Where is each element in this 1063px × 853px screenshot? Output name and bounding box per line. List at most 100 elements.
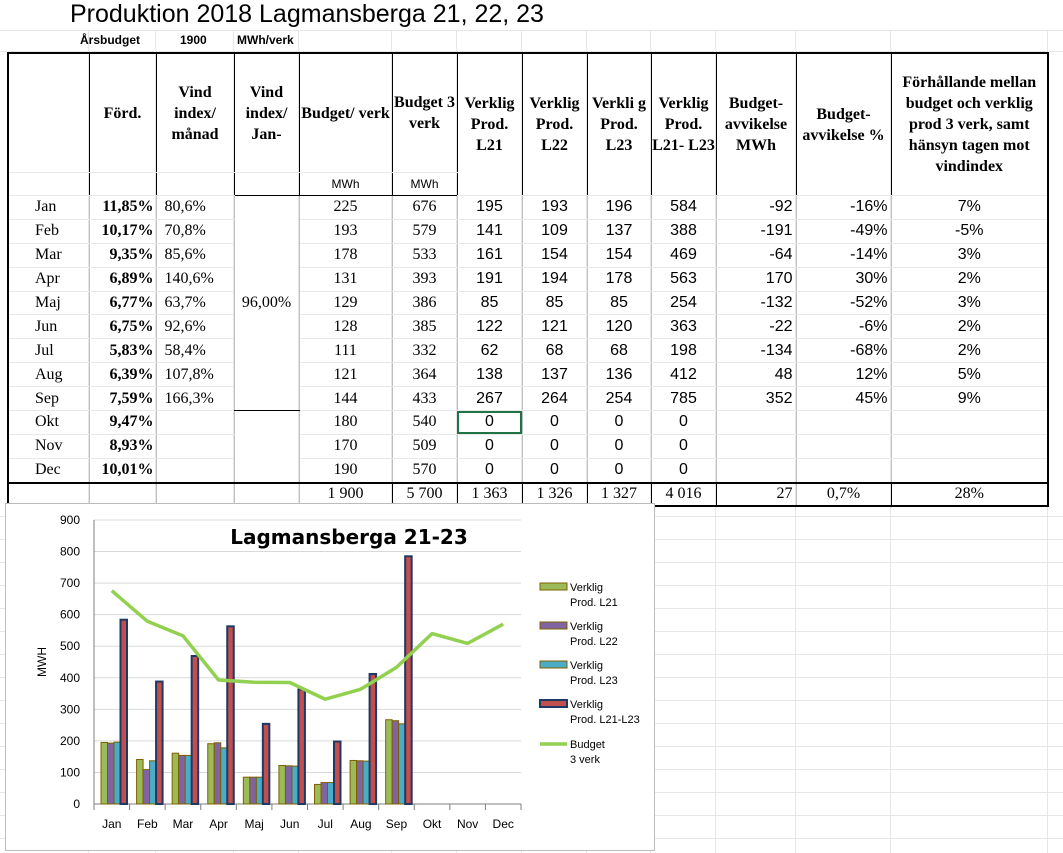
- bar-sum[interactable]: [333, 740, 342, 806]
- unit-cell[interactable]: [7, 172, 90, 196]
- prod-l22-cell[interactable]: 0: [521, 457, 588, 484]
- budget-3-verk-cell[interactable]: 676: [391, 195, 458, 220]
- prod-sum-cell[interactable]: 412: [650, 362, 717, 388]
- budget-3-verk-cell[interactable]: 433: [391, 386, 458, 412]
- prod-sum-cell[interactable]: 0: [650, 457, 717, 484]
- bar-l21[interactable]: [171, 752, 180, 805]
- header-prod-l22[interactable]: Verklig Prod. L22: [521, 52, 588, 196]
- budget-verk-cell[interactable]: 111: [298, 338, 393, 364]
- header-cell[interactable]: [7, 52, 90, 173]
- vind-index-cell[interactable]: 140,6%: [155, 266, 235, 292]
- total-avvikelse-pct[interactable]: 0,7%: [795, 481, 892, 507]
- budget-verk-cell[interactable]: 129: [298, 290, 393, 316]
- avvikelse-pct-cell[interactable]: -49%: [795, 218, 892, 244]
- prod-sum-cell[interactable]: 469: [650, 242, 717, 268]
- forhallande-cell[interactable]: [890, 457, 1049, 484]
- unit-cell[interactable]: [155, 172, 235, 196]
- bar-sum[interactable]: [155, 680, 164, 805]
- ford-cell[interactable]: 10,17%: [88, 218, 157, 244]
- header-vind-manad[interactable]: Vind index/ månad: [155, 52, 235, 173]
- month-cell[interactable]: Okt: [7, 410, 90, 435]
- prod-l23-cell[interactable]: 0: [586, 433, 652, 459]
- prod-l22-cell[interactable]: 0: [521, 410, 588, 435]
- ford-cell[interactable]: 8,93%: [88, 433, 157, 459]
- prod-l21-cell[interactable]: 122: [456, 314, 523, 340]
- bar-l21[interactable]: [278, 765, 286, 805]
- bar-l21[interactable]: [349, 759, 358, 805]
- budget-3-verk-cell[interactable]: 509: [391, 433, 458, 459]
- prod-l23-cell[interactable]: 196: [586, 195, 652, 220]
- avvikelse-pct-cell[interactable]: -52%: [795, 290, 892, 316]
- budget-3-verk-cell[interactable]: 533: [391, 242, 458, 268]
- bar-l21[interactable]: [136, 759, 144, 805]
- forhallande-cell[interactable]: -5%: [890, 218, 1049, 244]
- total-l23[interactable]: 1 327: [586, 481, 652, 507]
- prod-l23-cell[interactable]: 154: [586, 242, 652, 268]
- avvikelse-mwh-cell[interactable]: [715, 433, 797, 459]
- vind-index-cell[interactable]: 166,3%: [155, 386, 235, 412]
- total-budget-verk[interactable]: 1 900: [298, 481, 393, 507]
- prod-l22-cell[interactable]: 85: [521, 290, 588, 316]
- prod-l21-cell[interactable]: 138: [456, 362, 523, 388]
- prod-sum-cell[interactable]: 363: [650, 314, 717, 340]
- unit-cell[interactable]: [233, 172, 300, 196]
- forhallande-cell[interactable]: [890, 410, 1049, 435]
- prod-l22-cell[interactable]: 68: [521, 338, 588, 364]
- prod-l23-cell[interactable]: 0: [586, 457, 652, 484]
- header-vind-jan[interactable]: Vind index/ Jan-: [233, 52, 300, 173]
- avvikelse-pct-cell[interactable]: -68%: [795, 338, 892, 364]
- month-cell[interactable]: Aug: [7, 362, 90, 388]
- bar-l21[interactable]: [242, 776, 251, 805]
- bar-l22[interactable]: [249, 776, 257, 805]
- vind-index-cell[interactable]: 92,6%: [155, 314, 235, 340]
- avvikelse-pct-cell[interactable]: [795, 433, 892, 459]
- vind-index-cell[interactable]: [155, 433, 235, 459]
- budget-3-verk-cell[interactable]: 579: [391, 218, 458, 244]
- avvikelse-mwh-cell[interactable]: -22: [715, 314, 797, 340]
- forhallande-cell[interactable]: 3%: [890, 290, 1049, 316]
- prod-l21-cell[interactable]: 191: [456, 266, 523, 292]
- bar-l22[interactable]: [142, 769, 151, 805]
- header-budget-verk[interactable]: Budget/ verk: [298, 52, 393, 173]
- month-cell[interactable]: Jan: [7, 195, 90, 220]
- avvikelse-mwh-cell[interactable]: [715, 457, 797, 484]
- total-sum[interactable]: 4 016: [650, 481, 717, 507]
- budget-verk-cell[interactable]: 131: [298, 266, 393, 292]
- prod-l21-cell[interactable]: 195: [456, 195, 523, 220]
- budget-verk-cell[interactable]: 225: [298, 195, 393, 220]
- forhallande-cell[interactable]: 2%: [890, 266, 1049, 292]
- prod-sum-cell[interactable]: 388: [650, 218, 717, 244]
- month-cell[interactable]: Dec: [7, 457, 90, 484]
- prod-l21-cell[interactable]: 161: [456, 242, 523, 268]
- avvikelse-pct-cell[interactable]: -14%: [795, 242, 892, 268]
- month-cell[interactable]: Sep: [7, 386, 90, 412]
- vind-index-cell[interactable]: 85,6%: [155, 242, 235, 268]
- prod-sum-cell[interactable]: 0: [650, 433, 717, 459]
- prod-l22-cell[interactable]: 154: [521, 242, 588, 268]
- budget-3-verk-cell[interactable]: 385: [391, 314, 458, 340]
- prod-l22-cell[interactable]: 137: [521, 362, 588, 388]
- month-cell[interactable]: Maj: [7, 290, 90, 316]
- unit-budget-verk[interactable]: MWh: [298, 172, 393, 196]
- bar-sum[interactable]: [297, 688, 306, 806]
- avvikelse-pct-cell[interactable]: -16%: [795, 195, 892, 220]
- header-prod-l23[interactable]: Verkli g Prod. L23: [586, 52, 652, 196]
- plot-area[interactable]: [94, 520, 521, 804]
- prod-l21-cell[interactable]: 0: [456, 457, 523, 484]
- prod-l23-cell[interactable]: 85: [586, 290, 652, 316]
- ford-cell[interactable]: 7,59%: [88, 386, 157, 412]
- unit-budget-3-verk[interactable]: MWh: [391, 172, 458, 196]
- prod-l23-cell[interactable]: 137: [586, 218, 652, 244]
- vind-index-cell[interactable]: 107,8%: [155, 362, 235, 388]
- forhallande-cell[interactable]: 3%: [890, 242, 1049, 268]
- production-chart[interactable]: 0 100 200 300 400 500 600 700 800 900 Jan Feb Mar Apr…: [5, 503, 655, 851]
- avvikelse-pct-cell[interactable]: [795, 457, 892, 484]
- budget-verk-cell[interactable]: 170: [298, 433, 393, 459]
- header-budget-3-verk[interactable]: Budget 3 verk: [391, 52, 458, 173]
- prod-l22-cell[interactable]: 0: [521, 433, 588, 459]
- avvikelse-mwh-cell[interactable]: 48: [715, 362, 797, 388]
- prod-l21-cell[interactable]: 85: [456, 290, 523, 316]
- bar-l21[interactable]: [207, 743, 215, 805]
- prod-l23-cell[interactable]: 68: [586, 338, 652, 364]
- bar-l22[interactable]: [178, 754, 186, 805]
